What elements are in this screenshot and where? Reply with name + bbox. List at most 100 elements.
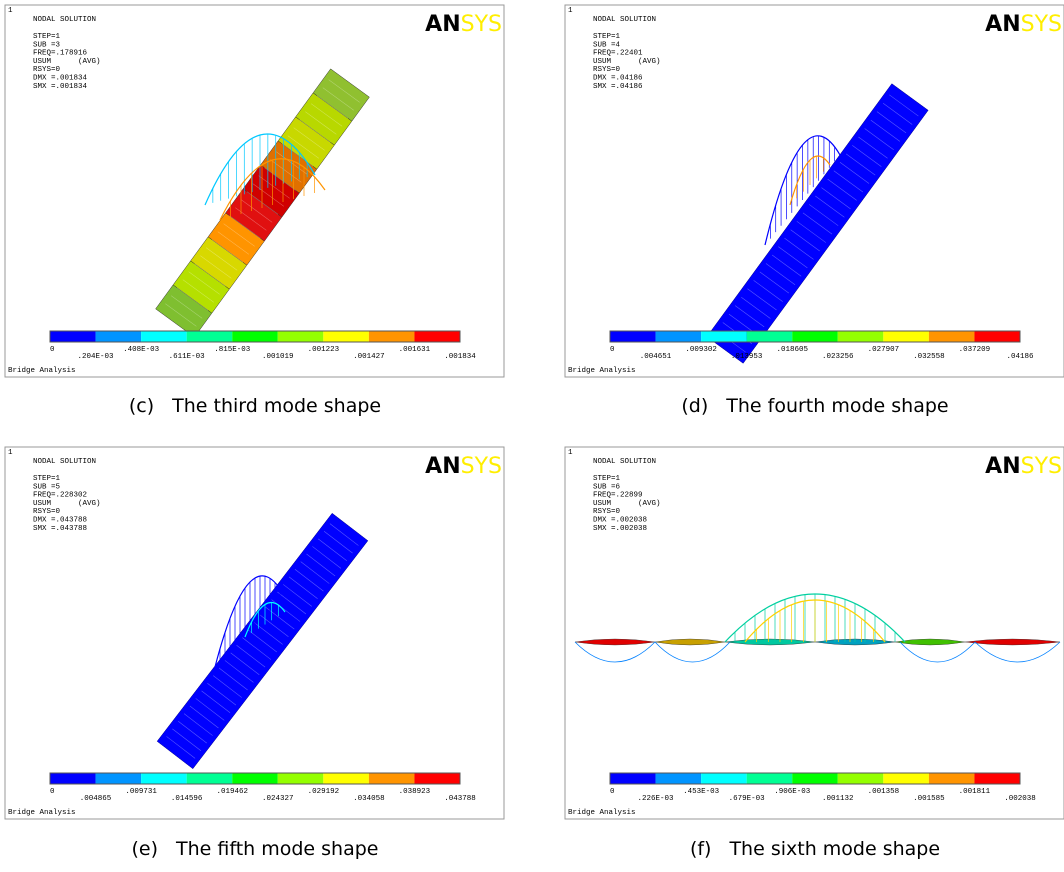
legend-label: .004651 xyxy=(640,353,672,361)
legend-label: .019462 xyxy=(216,788,248,796)
result-info: RSYS=0 xyxy=(593,508,621,516)
deck-rib xyxy=(294,569,324,592)
legend-label: .043788 xyxy=(444,795,476,803)
footer-title: Bridge Analysis xyxy=(8,809,76,817)
deck-rib xyxy=(299,119,331,143)
legend-swatch xyxy=(95,331,142,342)
result-info: SUB =5 xyxy=(33,483,61,491)
logo-light: SYS xyxy=(1021,454,1062,479)
deck-rib xyxy=(316,95,349,119)
legend-label: 0 xyxy=(50,346,55,354)
legend-label: .001132 xyxy=(822,795,854,803)
legend-swatch xyxy=(414,331,460,342)
logo-dark: AN xyxy=(985,454,1020,479)
caption-text: The sixth mode shape xyxy=(728,838,940,860)
caption: (f) The sixth mode shape xyxy=(690,838,940,860)
result-info: DMX =.002038 xyxy=(593,517,647,525)
deck-rib xyxy=(165,303,197,327)
result-info: USUM (AVG) xyxy=(593,500,661,508)
legend-label: .408E-03 xyxy=(123,346,160,354)
deck-rib xyxy=(236,645,266,668)
legend-swatch xyxy=(50,773,96,784)
deck-rib xyxy=(306,553,336,577)
deck-rib xyxy=(246,191,279,215)
logo-dark: AN xyxy=(425,12,460,37)
legend-label: .018605 xyxy=(776,346,808,354)
legend-swatch xyxy=(141,773,187,784)
caption: (c) The third mode shape xyxy=(129,395,381,417)
legend-swatch xyxy=(837,331,884,342)
deck-rib xyxy=(229,215,261,239)
caption: (e) The fifth mode shape xyxy=(131,838,378,860)
window-number: 1 xyxy=(568,449,573,457)
logo-dark: AN xyxy=(425,454,460,479)
deck-rib xyxy=(845,153,876,176)
legend-swatch xyxy=(610,331,656,342)
result-info: SUB =4 xyxy=(593,41,621,49)
deck-rib xyxy=(188,271,220,295)
deck-rib xyxy=(183,713,213,736)
caption-label: (e) xyxy=(131,838,158,860)
side-cable xyxy=(899,641,976,663)
legend-swatch xyxy=(928,773,975,784)
deck-rib xyxy=(213,675,242,698)
legend-label: .023256 xyxy=(822,353,854,361)
result-title: NODAL SOLUTION xyxy=(33,16,96,24)
side-cable xyxy=(974,641,1061,663)
legend-label: .001019 xyxy=(262,353,294,361)
result-info: RSYS=0 xyxy=(593,66,621,74)
deck-rib xyxy=(293,127,325,151)
deck-rib xyxy=(235,207,267,231)
legend-label: .611E-03 xyxy=(169,353,206,361)
deck-rib xyxy=(172,728,202,751)
deck-segment xyxy=(706,83,929,364)
panel-frame xyxy=(564,446,1064,820)
deck-rib xyxy=(322,87,355,111)
deck-rib xyxy=(230,652,260,675)
deck-rib xyxy=(778,246,808,269)
legend-swatch xyxy=(186,773,233,784)
legend-label: .037209 xyxy=(959,346,991,354)
deck-rib xyxy=(790,229,820,252)
legend-label: .034058 xyxy=(353,795,385,803)
legend-swatch xyxy=(368,331,415,342)
deck-rib xyxy=(882,102,913,125)
deck-rib xyxy=(194,263,226,287)
result-info: USUM (AVG) xyxy=(33,500,101,508)
deck-rib xyxy=(166,736,196,759)
deck-rib xyxy=(771,254,802,277)
legend-label: .679E-03 xyxy=(729,795,766,803)
legend-border xyxy=(49,330,461,343)
legend-swatch xyxy=(232,773,278,784)
caption-label: (d) xyxy=(681,395,708,417)
legend-label: .014596 xyxy=(171,795,203,803)
deck-rib xyxy=(259,614,289,637)
legend-label: .001585 xyxy=(913,795,945,803)
deck-rib xyxy=(176,287,209,311)
legend-swatch xyxy=(323,331,369,342)
deck-rib xyxy=(248,629,277,653)
result-info: RSYS=0 xyxy=(33,66,61,74)
deck-rib xyxy=(839,162,870,184)
caption-label: (f) xyxy=(690,838,712,860)
side-cable xyxy=(654,641,731,663)
deck-rib xyxy=(182,279,215,303)
deck-rib xyxy=(747,288,777,311)
legend-swatch xyxy=(974,773,1020,784)
footer-title: Bridge Analysis xyxy=(568,809,636,817)
result-info: USUM (AVG) xyxy=(593,58,661,66)
deck-rib xyxy=(821,187,851,210)
legend-swatch xyxy=(883,773,929,784)
legend-label: .001358 xyxy=(868,788,900,796)
legend-label: .001834 xyxy=(444,353,476,361)
result-info: FREQ=.178916 xyxy=(33,50,88,58)
deck-rib xyxy=(753,280,783,302)
caption-text: The third mode shape xyxy=(171,395,381,417)
deck-rib xyxy=(864,128,894,151)
deck-rib xyxy=(318,538,347,561)
legend-label: .815E-03 xyxy=(214,346,251,354)
result-info: SMX =.001834 xyxy=(33,83,88,91)
result-title: NODAL SOLUTION xyxy=(33,458,96,466)
